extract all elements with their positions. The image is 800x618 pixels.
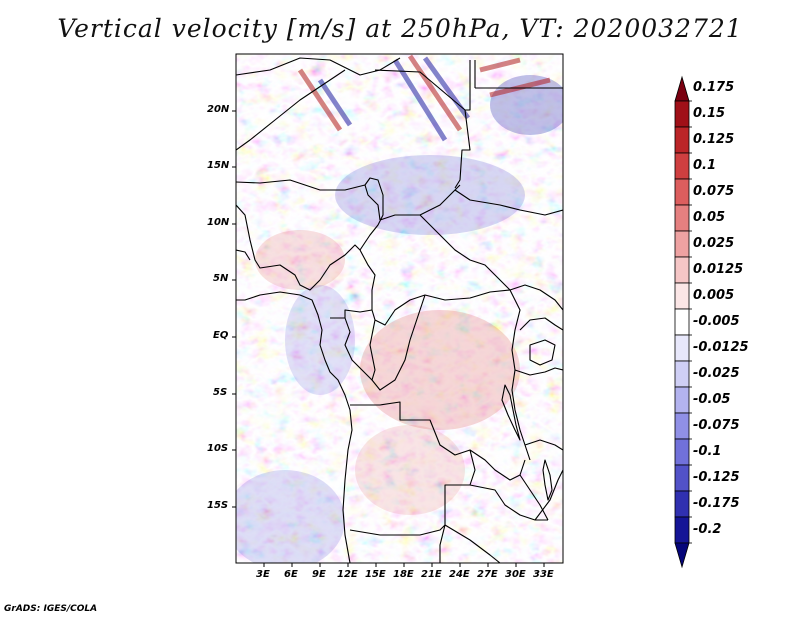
x-tick-label: 27E	[477, 569, 498, 580]
colorbar-label: -0.005	[693, 314, 740, 329]
y-tick-label: 15N	[207, 160, 230, 171]
y-tick-label: 5S	[213, 387, 228, 398]
x-tick-label: 24E	[449, 569, 470, 580]
y-tick-label: 10N	[207, 217, 230, 228]
colorbar-label: -0.075	[693, 418, 740, 433]
x-tick-label: 12E	[337, 569, 358, 580]
y-tick-label: 20N	[207, 104, 230, 115]
x-tick-label: 33E	[533, 569, 554, 580]
colorbar-label: -0.05	[693, 392, 731, 407]
map-title: Vertical velocity [m/s] at 250hPa, VT: 2…	[57, 14, 743, 43]
colorbar-segment	[674, 360, 690, 388]
colorbar-segment	[674, 256, 690, 284]
colorbar-segment	[674, 412, 690, 440]
y-tick-label: EQ	[213, 330, 229, 341]
x-tick-label: 18E	[393, 569, 414, 580]
x-tick-label: 3E	[256, 569, 270, 580]
colorbar-label: 0.0125	[693, 262, 744, 277]
colorbar-label: -0.2	[693, 522, 722, 537]
colorbar-segment	[674, 516, 690, 544]
grads-credit: GrADS: IGES/COLA	[4, 604, 98, 614]
x-axis-ticks	[263, 563, 545, 567]
colorbar-min-arrow	[674, 542, 690, 569]
colorbar-label: -0.175	[693, 496, 740, 511]
colorbar-segment	[674, 152, 690, 180]
colorbar-segment	[674, 126, 690, 154]
velocity-field	[236, 54, 563, 563]
colorbar-segment	[674, 438, 690, 466]
colorbar-label: -0.0125	[693, 340, 749, 355]
x-tick-label: 15E	[365, 569, 386, 580]
colorbar-label: -0.025	[693, 366, 740, 381]
country-borders	[236, 57, 563, 563]
x-tick-label: 30E	[505, 569, 526, 580]
colorbar-label: 0.15	[693, 106, 726, 121]
colorbar-segment	[674, 490, 690, 518]
colorbar-label: -0.125	[693, 470, 740, 485]
colorbar-label: 0.025	[693, 236, 735, 251]
y-tick-label: 10S	[207, 443, 229, 454]
y-tick-label: 15S	[207, 500, 229, 511]
y-tick-label: 5N	[213, 273, 229, 284]
colorbar-segment	[674, 100, 690, 128]
colorbar-segment	[674, 308, 690, 336]
colorbar-max-arrow	[674, 75, 690, 102]
y-axis-ticks	[232, 110, 236, 508]
map-frame	[235, 53, 564, 564]
colorbar-segment	[674, 204, 690, 232]
colorbar-label: 0.1	[693, 158, 717, 173]
x-tick-label: 6E	[284, 569, 298, 580]
colorbar-label: 0.05	[693, 210, 726, 225]
colorbar-segment	[674, 230, 690, 258]
colorbar	[674, 75, 692, 569]
colorbar-label: 0.075	[693, 184, 735, 199]
colorbar-segment	[674, 386, 690, 414]
x-tick-label: 9E	[312, 569, 326, 580]
colorbar-label: 0.175	[693, 80, 735, 95]
colorbar-segment	[674, 464, 690, 492]
colorbar-segment	[674, 178, 690, 206]
x-tick-label: 21E	[421, 569, 442, 580]
colorbar-label: 0.125	[693, 132, 735, 147]
colorbar-label: 0.005	[693, 288, 735, 303]
colorbar-label: -0.1	[693, 444, 722, 459]
colorbar-segment	[674, 282, 690, 310]
colorbar-segment	[674, 334, 690, 362]
